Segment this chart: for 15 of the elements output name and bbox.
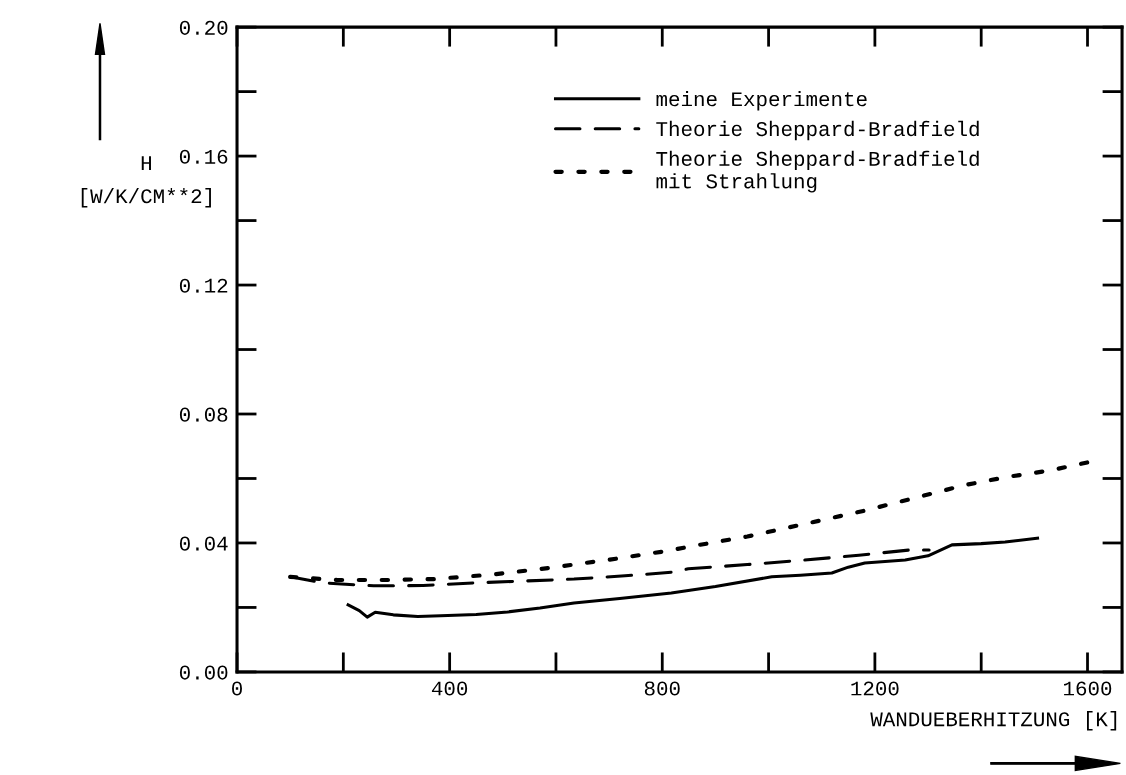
x-tick-label: 1600 bbox=[1064, 681, 1112, 696]
x-tick-label: 400 bbox=[431, 681, 468, 696]
y-tick-label: 0.04 bbox=[179, 536, 228, 551]
x-axis-title: WANDUEBERHITZUNG [K] bbox=[870, 711, 1117, 731]
y-tick-label: 0.20 bbox=[179, 20, 228, 35]
x-tick-label: 800 bbox=[644, 681, 680, 696]
y-tick-label: 0.12 bbox=[179, 278, 228, 293]
y-tick-label: 0.08 bbox=[179, 407, 228, 422]
legend-label: meine Experimente bbox=[656, 91, 867, 111]
y-tick-label: 0.00 bbox=[179, 665, 228, 680]
y-tick-label: 0.16 bbox=[179, 149, 228, 164]
legend-label: Theorie Sheppard-Bradfield bbox=[656, 120, 979, 141]
x-tick-label: 0 bbox=[232, 681, 242, 696]
legend-label: Theorie Sheppard-Bradfield mit Strahlung bbox=[656, 150, 979, 193]
x-tick-label: 1200 bbox=[851, 681, 899, 696]
